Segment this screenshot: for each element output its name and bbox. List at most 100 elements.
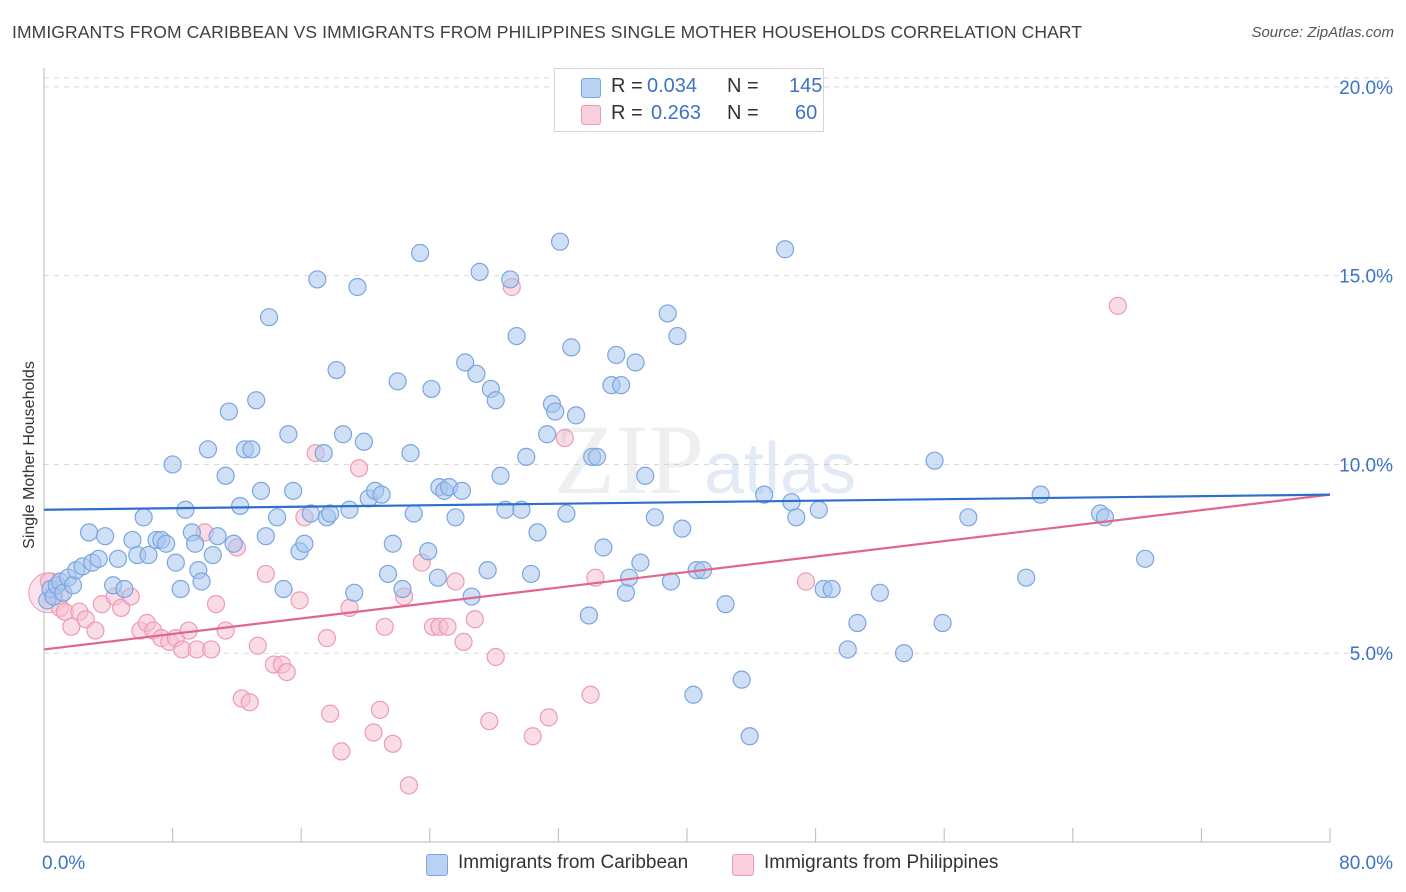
correlation-legend: R = 0.034 N = 145 R = 0.263 N = 60 [554, 68, 824, 132]
caribbean-point [224, 534, 243, 553]
watermark-atlas: atlas [704, 429, 857, 509]
caribbean-point [279, 425, 298, 444]
caribbean-point [314, 444, 333, 463]
caribbean-point [645, 508, 664, 527]
caribbean-point [388, 372, 407, 391]
caribbean-point [668, 326, 687, 346]
caribbean-point [611, 376, 631, 395]
caribbean-point [295, 534, 314, 553]
philippines-point [375, 617, 394, 636]
caribbean-point [115, 579, 134, 599]
caribbean-point [550, 232, 570, 251]
caribbean-point [95, 527, 115, 546]
philippines-point [290, 591, 309, 610]
caribbean-point [673, 519, 692, 538]
caribbean-point [139, 545, 158, 565]
philippines-point [1108, 296, 1127, 315]
watermark-zip: ZIP [554, 404, 704, 515]
bottom-legend-swatch-blue [426, 854, 448, 876]
caribbean-point [478, 561, 497, 580]
caribbean-point [123, 530, 142, 550]
philippines-point [206, 595, 226, 614]
caribbean-point [658, 304, 677, 323]
caribbean-point [428, 568, 447, 587]
caribbean-point [755, 485, 774, 504]
philippines-point [321, 704, 340, 723]
philippines-point [62, 617, 81, 636]
y-tick-label: 15.0% [1339, 267, 1393, 288]
philippines-point [370, 700, 390, 719]
legend-r-label: R = [611, 102, 643, 124]
caribbean-point [321, 504, 340, 523]
philippines-point [86, 621, 105, 640]
philippines-point [465, 610, 484, 629]
caribbean-point [186, 534, 205, 553]
caribbean-point [1017, 568, 1036, 587]
caribbean-point [340, 500, 359, 519]
caribbean-point [557, 504, 576, 523]
caribbean-point [528, 523, 547, 542]
caribbean-points [38, 232, 1155, 746]
caribbean-point [1136, 549, 1155, 568]
caribbean-point [192, 572, 211, 591]
philippines-point [796, 572, 816, 591]
caribbean-point [79, 523, 99, 542]
caribbean-point [507, 326, 526, 346]
legend-n-label: N = [727, 75, 759, 97]
caribbean-point [89, 549, 108, 568]
caribbean-point [419, 542, 438, 561]
philippines-point [202, 640, 221, 659]
philippines-point [256, 564, 275, 584]
bottom-legend-label: Immigrants from Philippines [764, 852, 999, 873]
caribbean-point [284, 481, 303, 500]
caribbean-point [822, 579, 841, 599]
philippines-point [364, 723, 383, 742]
caribbean-point [251, 481, 271, 500]
caribbean-point [422, 379, 441, 399]
caribbean-point [870, 583, 890, 602]
legend-r-label: R = [611, 75, 643, 97]
caribbean-point [616, 583, 636, 602]
watermark: ZIPatlas [554, 402, 856, 517]
caribbean-point [308, 270, 327, 289]
caribbean-point [452, 481, 472, 500]
legend-r-value: 0.034 [647, 75, 698, 97]
caribbean-point [163, 455, 182, 474]
caribbean-point [546, 402, 565, 421]
caribbean-point [925, 451, 944, 470]
philippines-point [446, 572, 465, 591]
bottom-legend-label: Immigrants from Caribbean [458, 852, 689, 873]
legend-swatch-pink [581, 105, 601, 125]
caribbean-point [372, 485, 391, 504]
caribbean-point [259, 308, 279, 327]
caribbean-point [587, 447, 607, 466]
caribbean-point [256, 527, 275, 546]
caribbean-point [171, 579, 190, 599]
caribbean-point [716, 595, 735, 614]
caribbean-point [579, 606, 599, 625]
philippines-point [332, 742, 351, 761]
caribbean-point [231, 496, 250, 516]
y-tick-label: 20.0% [1339, 78, 1393, 99]
caribbean-point [216, 466, 235, 485]
tick-labels: 5.0% 10.0% 15.0% 20.0% 0.0% 80.0% [42, 78, 1393, 874]
legend-n-label: N = [727, 102, 759, 124]
caribbean-point [404, 504, 423, 523]
caribbean-point [208, 527, 227, 546]
philippines-point [438, 617, 457, 636]
caribbean-point [157, 534, 176, 553]
caribbean-point [134, 508, 153, 527]
caribbean-point [732, 670, 751, 689]
caribbean-point [267, 508, 287, 527]
caribbean-point [684, 685, 703, 704]
caribbean-point [631, 553, 650, 572]
caribbean-point [787, 508, 806, 527]
caribbean-point [566, 406, 586, 425]
philippines-point [480, 712, 499, 731]
caribbean-point [354, 432, 373, 451]
legend-n-value: 145 [789, 75, 823, 97]
caribbean-point [1031, 485, 1050, 504]
x-tick-label: 80.0% [1339, 853, 1393, 874]
chart-title: IMMIGRANTS FROM CARIBBEAN VS IMMIGRANTS … [12, 22, 1083, 42]
caribbean-point [486, 391, 505, 410]
